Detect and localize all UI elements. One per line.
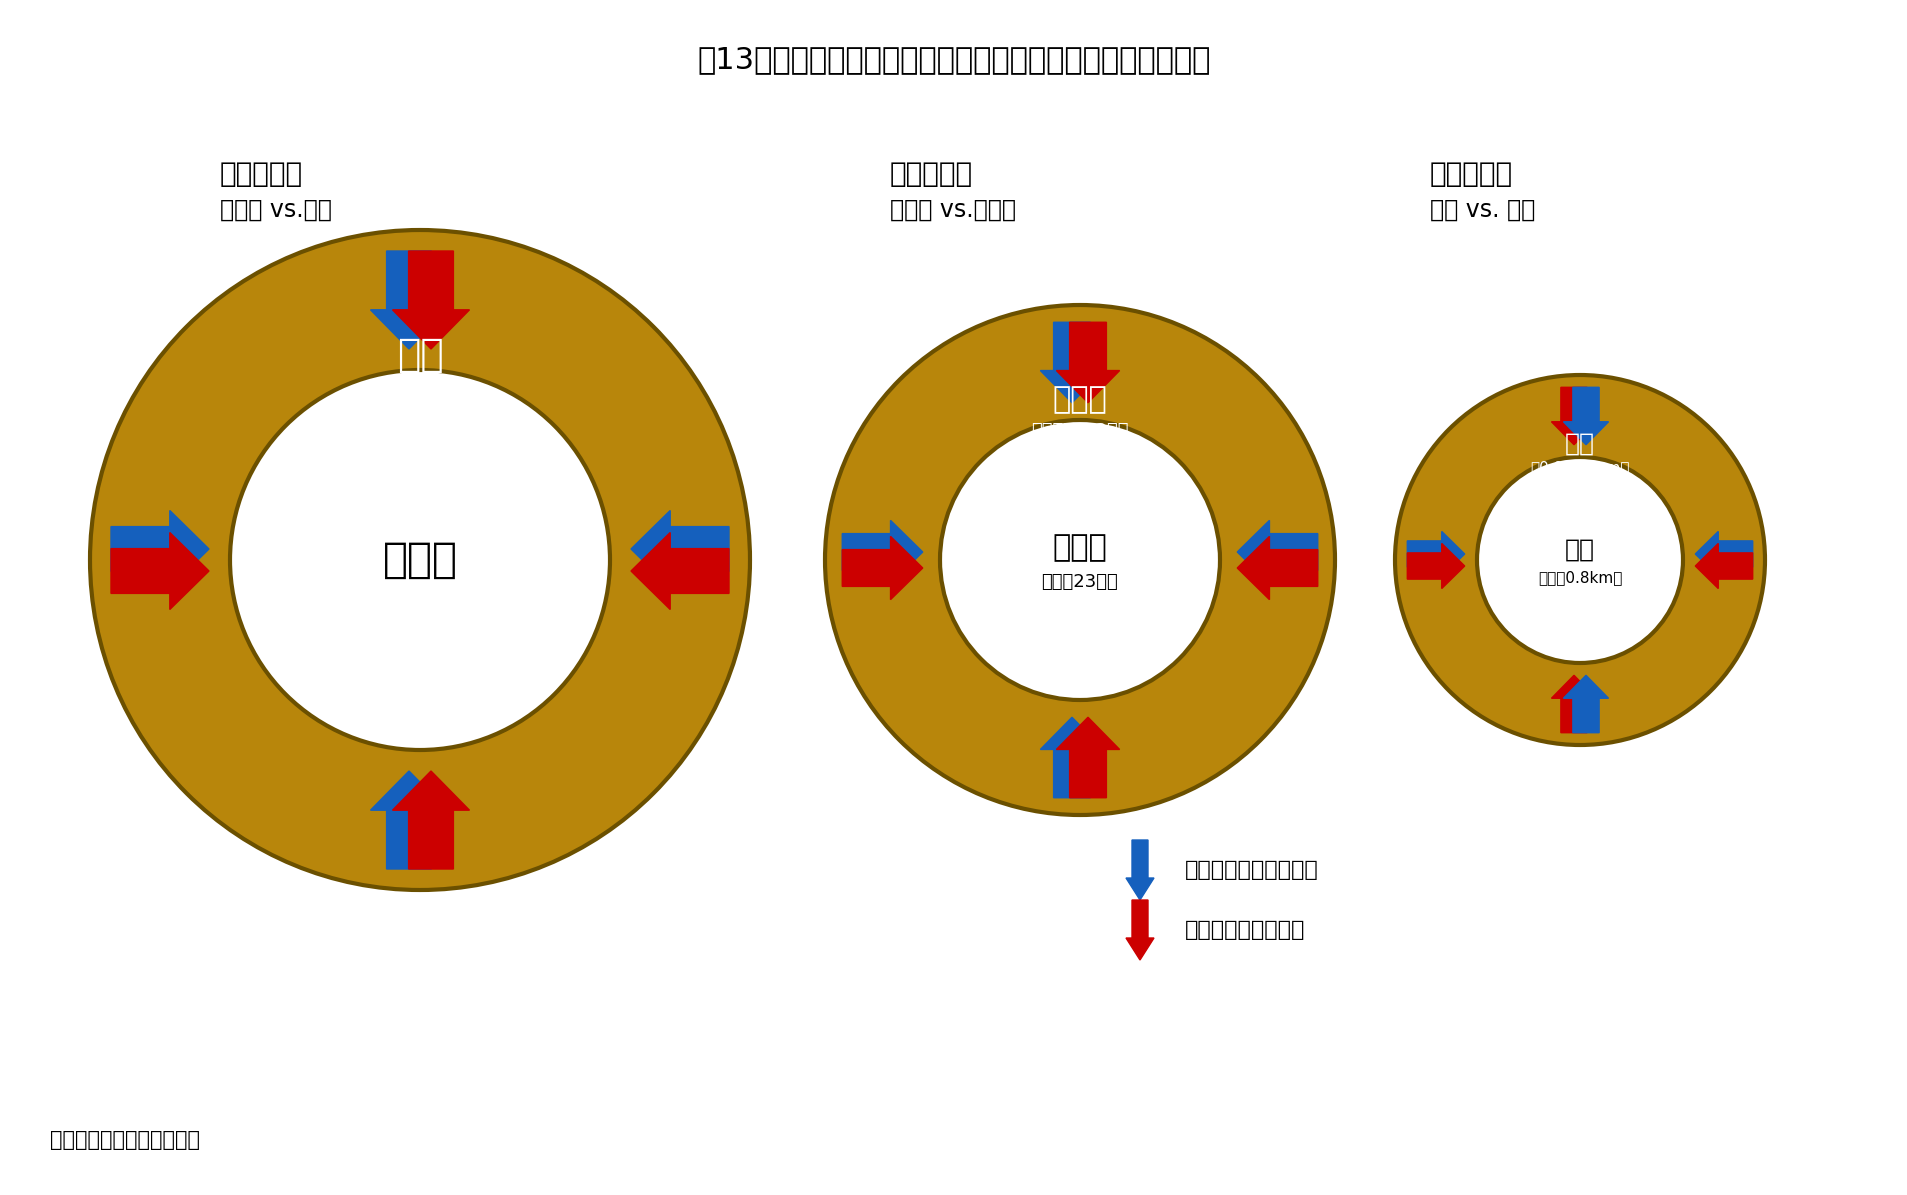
Text: （0.8～1.6km）: （0.8～1.6km） [1529,460,1629,474]
FancyArrow shape [393,251,469,349]
Text: （半径0.8km）: （半径0.8km） [1537,570,1621,586]
FancyArrow shape [1125,900,1154,960]
Circle shape [1476,456,1682,663]
FancyArrow shape [631,533,728,609]
Text: コロナ禍の人口移動: コロナ禍の人口移動 [1184,920,1304,940]
Text: 地方: 地方 [397,337,442,374]
FancyArrow shape [1236,520,1318,583]
FancyArrow shape [1550,675,1596,733]
FancyArrow shape [1125,840,1154,900]
Circle shape [231,370,610,750]
Text: 中ドーナツ: 中ドーナツ [889,160,973,188]
Text: コロナ禍前の人口移動: コロナ禍前の人口移動 [1184,860,1318,880]
Circle shape [1394,375,1764,744]
Text: 駅近: 駅近 [1564,538,1594,562]
Text: 都心部: 都心部 [1053,533,1106,563]
Text: 出所：ニッセイ基礎研究所: 出所：ニッセイ基礎研究所 [50,1130,200,1150]
FancyArrow shape [1550,387,1596,445]
Text: 大ドーナツ: 大ドーナツ [219,160,303,188]
FancyArrow shape [1695,544,1753,589]
FancyArrow shape [111,533,210,609]
Text: 小ドーナツ: 小ドーナツ [1428,160,1512,188]
FancyArrow shape [111,510,210,588]
FancyArrow shape [1039,717,1102,798]
FancyArrow shape [841,520,923,583]
FancyArrow shape [841,537,923,600]
Text: 東京圏: 東京圏 [381,539,458,581]
Text: 東京圏 vs.地方: 東京圏 vs.地方 [219,198,332,222]
Text: （東京都下と3県）: （東京都下と3県） [1030,422,1129,440]
FancyArrow shape [1407,532,1465,576]
FancyArrow shape [1056,717,1119,798]
FancyArrow shape [1695,532,1753,576]
FancyArrow shape [1056,323,1119,403]
FancyArrow shape [1039,323,1102,403]
FancyArrow shape [393,771,469,869]
Text: 駅遠: 駅遠 [1564,431,1594,455]
Circle shape [90,229,749,890]
FancyArrow shape [370,771,448,869]
Circle shape [940,419,1219,700]
Text: （東京23区）: （東京23区） [1041,572,1118,592]
Text: 図13　大中小３つのドーナツで見たコロナ禍前後の人口移動: 図13 大中小３つのドーナツで見たコロナ禍前後の人口移動 [696,45,1211,74]
Text: 駅近 vs. 駅遠: 駅近 vs. 駅遠 [1428,198,1535,222]
Text: 都心部 vs.周辺部: 都心部 vs.周辺部 [889,198,1015,222]
FancyArrow shape [631,510,728,588]
FancyArrow shape [1562,387,1608,445]
FancyArrow shape [370,251,448,349]
Circle shape [824,305,1335,815]
FancyArrow shape [1562,675,1608,733]
FancyArrow shape [1407,544,1465,589]
Text: 周辺部: 周辺部 [1053,385,1106,413]
FancyArrow shape [1236,537,1318,600]
